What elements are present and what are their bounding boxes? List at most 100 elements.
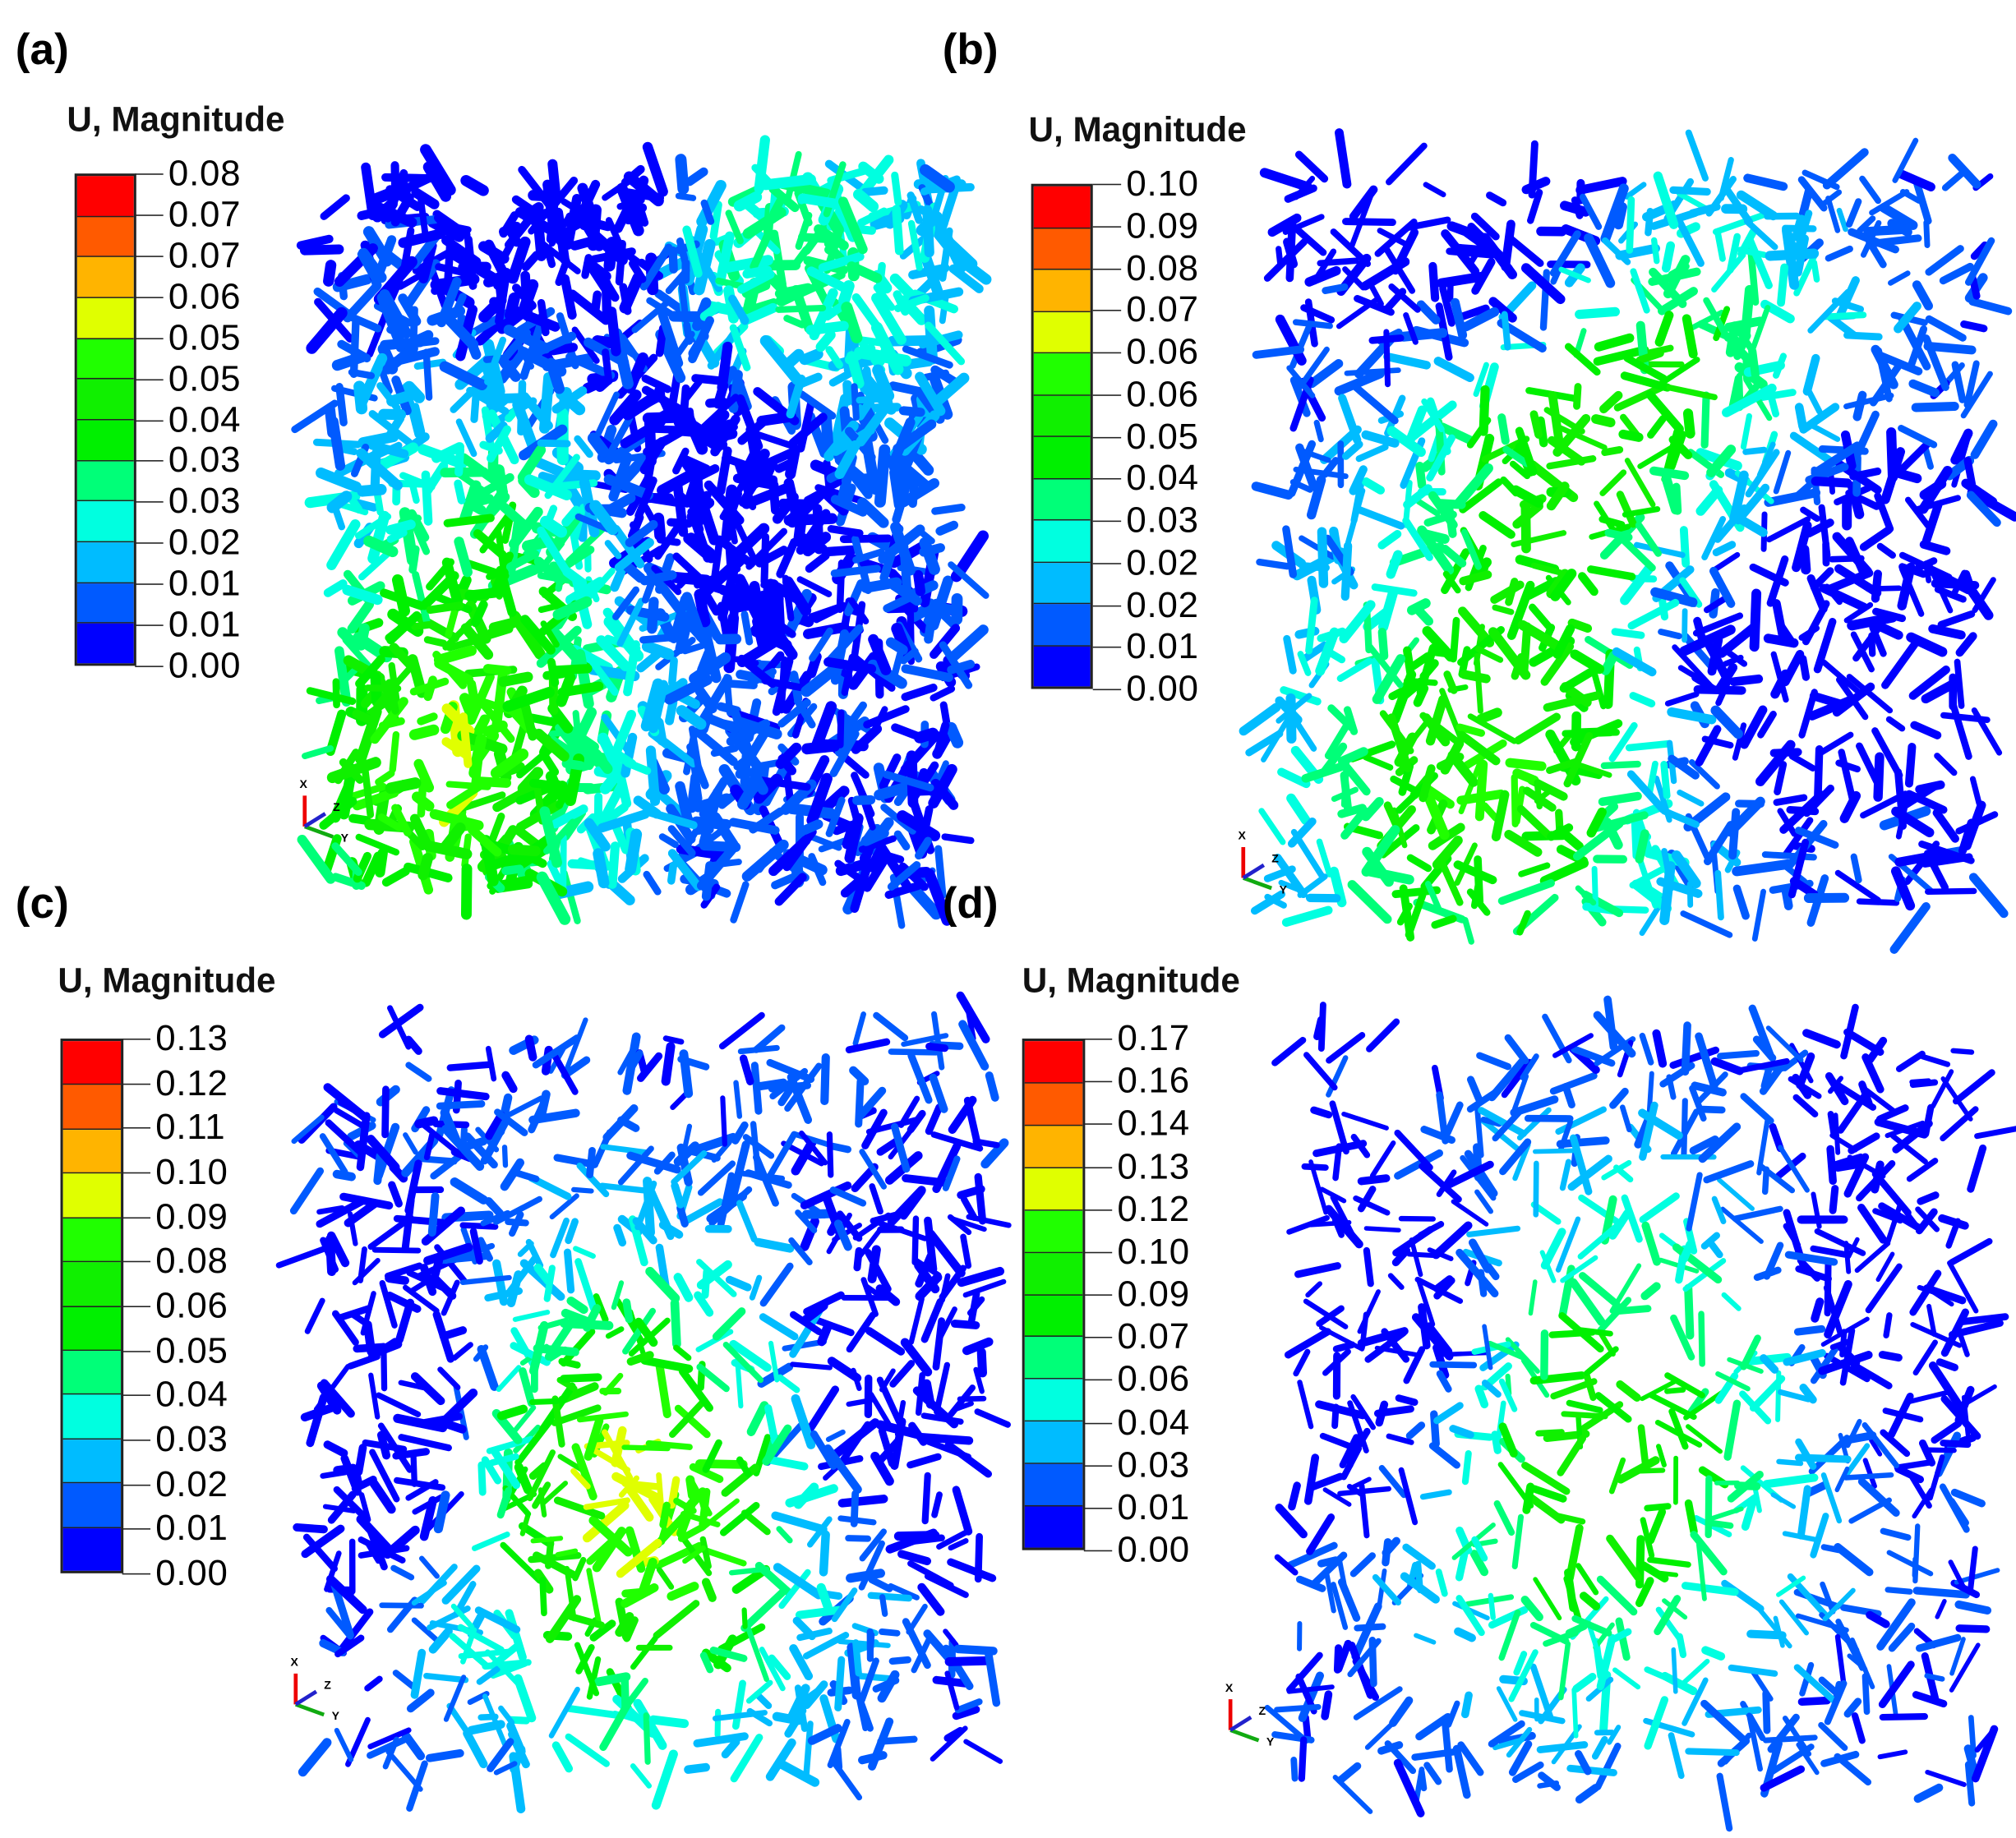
lattice-strut [1529, 410, 1543, 439]
lattice-strut [1293, 467, 1349, 480]
legend-tick [135, 419, 164, 421]
lattice-strut [754, 135, 770, 194]
lattice-strut [1301, 641, 1329, 662]
lattice-strut [1565, 1622, 1588, 1638]
lattice-strut [601, 713, 633, 756]
lattice-strut [1706, 1238, 1723, 1259]
panel-label: (a) [15, 25, 69, 75]
lattice-strut [380, 588, 426, 610]
lattice-strut [325, 1574, 367, 1615]
lattice-strut [1773, 352, 1787, 379]
lattice-strut [844, 813, 864, 864]
lattice-strut [740, 751, 751, 787]
lattice-strut [1418, 1303, 1431, 1350]
lattice-strut [1647, 415, 1667, 439]
lattice-strut [1917, 1191, 1940, 1205]
lattice-strut [830, 495, 868, 517]
lattice-strut [1658, 357, 1700, 386]
lattice-strut [1569, 1134, 1593, 1195]
lattice-strut [489, 1660, 528, 1679]
lattice-strut [616, 1538, 662, 1578]
lattice-strut [683, 321, 694, 345]
lattice-strut [1317, 1556, 1340, 1568]
legend-tick-label: 0.02 [1126, 584, 1199, 624]
lattice-strut [1892, 137, 1919, 183]
legend-tick-label: 0.12 [155, 1062, 228, 1103]
lattice-strut [766, 1058, 815, 1083]
lattice-strut [1637, 444, 1677, 469]
lattice-strut [1725, 321, 1740, 357]
lattice-strut [1453, 860, 1497, 885]
lattice-strut [1378, 1465, 1407, 1499]
lattice-strut [1766, 516, 1811, 543]
lattice-strut [618, 1475, 639, 1498]
lattice-strut [354, 1444, 367, 1476]
lattice-strut [544, 1315, 579, 1361]
lattice-strut [602, 176, 635, 201]
lattice-strut [622, 1298, 634, 1324]
lattice-strut [870, 1451, 894, 1486]
lattice-strut [1597, 1297, 1632, 1334]
lattice-strut [966, 1214, 1012, 1228]
lattice-strut [553, 1496, 606, 1520]
lattice-strut [936, 1529, 970, 1550]
lattice-strut [1868, 632, 1876, 657]
lattice-strut [869, 1183, 883, 1215]
lattice-strut [528, 1320, 549, 1375]
lattice-strut [574, 469, 601, 481]
lattice-strut [542, 179, 559, 233]
lattice-strut [385, 414, 405, 441]
legend-tick-label: 0.09 [155, 1195, 228, 1237]
lattice-strut [370, 697, 408, 744]
lattice-strut [1810, 1345, 1839, 1384]
lattice-strut [1619, 1104, 1632, 1133]
lattice-strut [643, 1712, 651, 1765]
lattice-strut [1878, 1661, 1915, 1708]
lattice-strut [1625, 739, 1672, 752]
lattice-strut [1512, 501, 1543, 529]
lattice-strut [1403, 646, 1415, 678]
lattice-strut [1684, 1499, 1698, 1536]
lattice-strut [1832, 682, 1875, 717]
lattice-strut [722, 1341, 764, 1384]
lattice-strut [671, 1149, 708, 1186]
lattice-strut [1569, 1278, 1606, 1326]
lattice-strut [647, 597, 659, 634]
lattice-strut [742, 265, 773, 279]
lattice-strut [851, 383, 860, 421]
lattice-strut [492, 1195, 542, 1225]
legend-tick-label: 0.02 [168, 522, 242, 563]
lattice-strut [921, 1472, 931, 1525]
lattice-strut [611, 1472, 662, 1503]
lattice-strut [1805, 518, 1834, 538]
lattice-strut [1387, 1273, 1405, 1290]
legend-color-band [1033, 436, 1091, 479]
lattice-strut [915, 1273, 943, 1301]
lattice-strut [485, 1111, 506, 1140]
lattice-strut [911, 452, 934, 476]
legend-tick [135, 296, 164, 298]
lattice-strut [931, 1491, 943, 1518]
legend-tick [1083, 1422, 1113, 1424]
lattice-strut [354, 499, 378, 512]
lattice-strut [1303, 1453, 1320, 1505]
lattice-strut [844, 579, 865, 616]
lattice-strut [709, 200, 722, 241]
lattice-strut [384, 1262, 423, 1280]
lattice-strut [759, 334, 803, 385]
lattice-strut [1905, 1389, 1953, 1405]
lattice-strut [1461, 1449, 1472, 1486]
lattice-strut [913, 569, 925, 597]
lattice-strut [736, 394, 763, 451]
lattice-strut [802, 1721, 814, 1782]
lattice-strut [717, 255, 774, 274]
lattice-strut [1714, 228, 1726, 262]
lattice-strut [907, 882, 943, 920]
legend-color-band [1024, 1210, 1083, 1253]
lattice-strut [1353, 1686, 1403, 1721]
lattice-strut [342, 584, 383, 606]
lattice-strut [1297, 873, 1328, 898]
lattice-strut [1575, 306, 1620, 320]
lattice-strut [678, 1367, 713, 1412]
lattice-strut [1781, 1049, 1809, 1071]
